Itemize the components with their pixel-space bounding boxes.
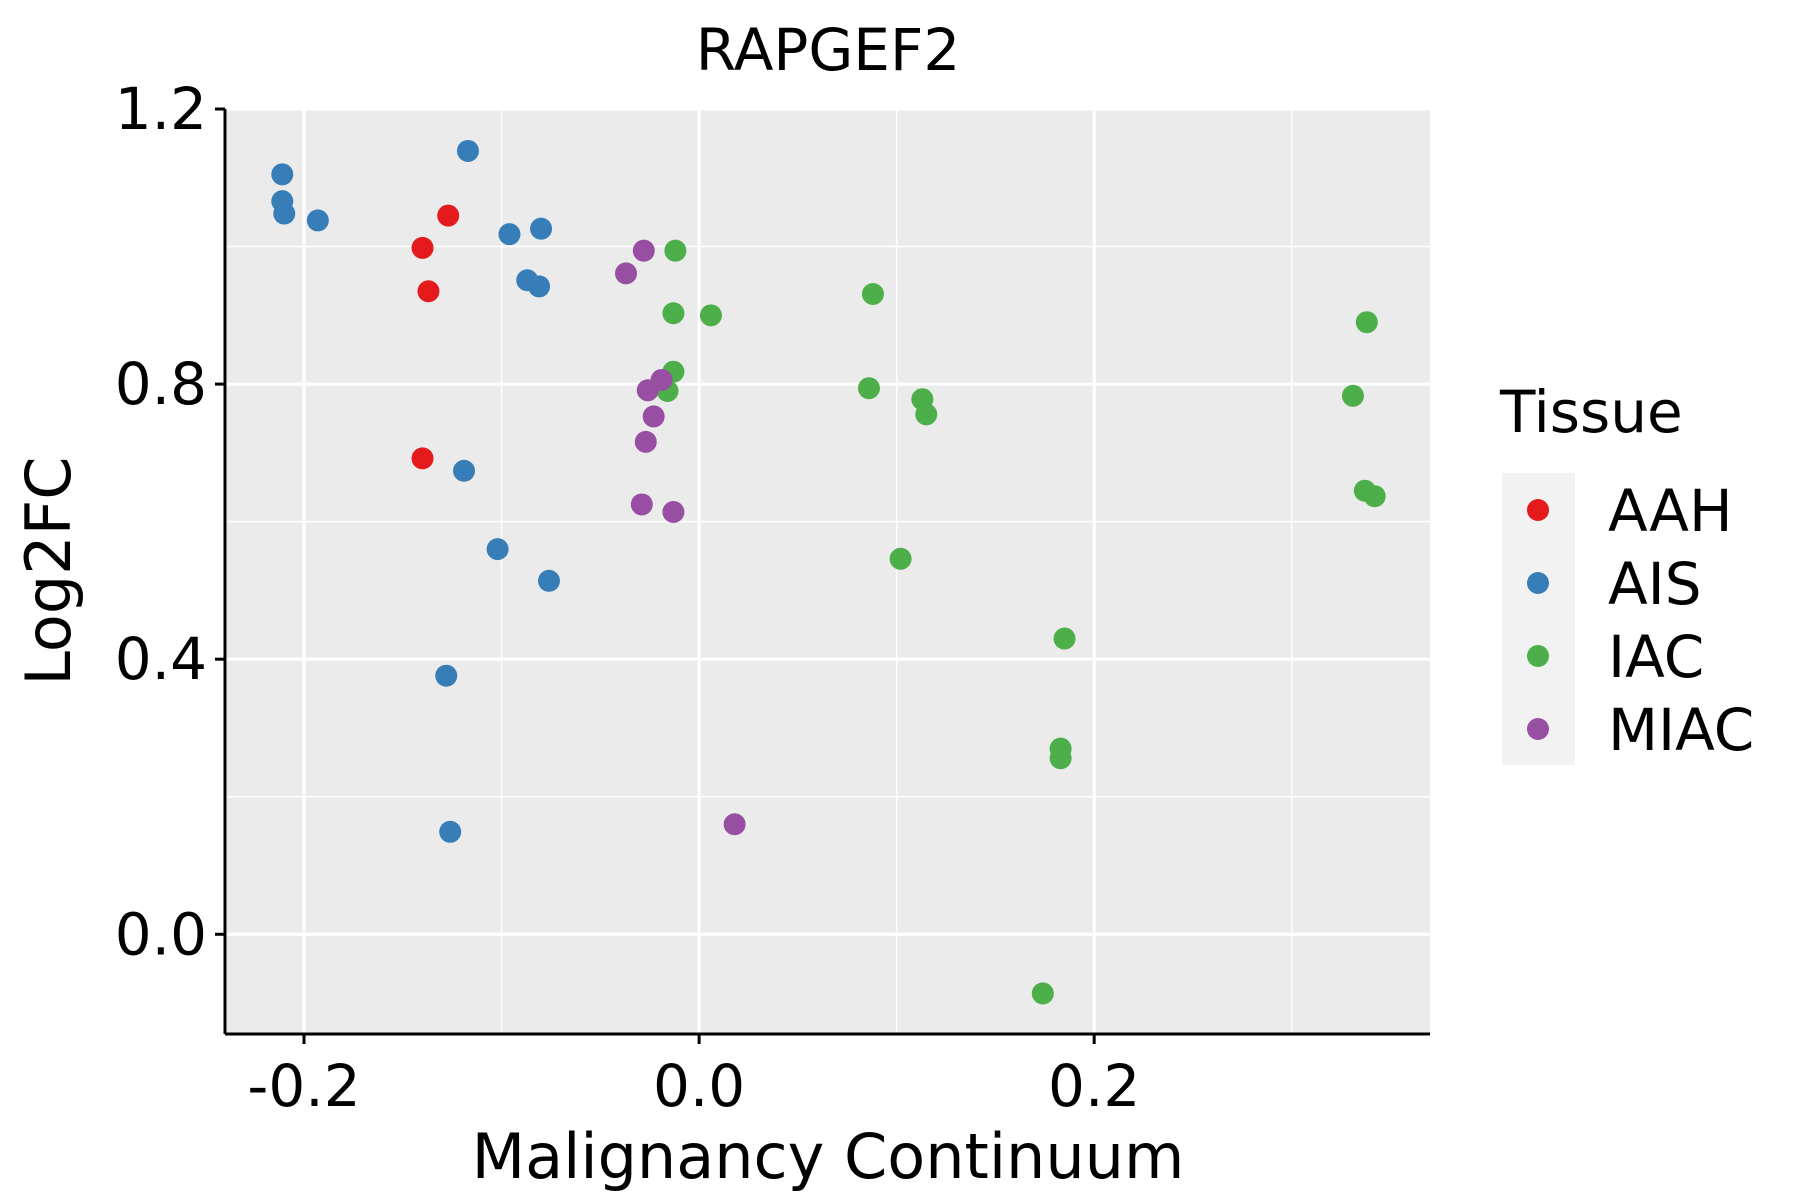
plot-panel	[225, 109, 1430, 1034]
legend-key-ais	[1527, 572, 1549, 594]
data-point-miac	[642, 405, 665, 428]
legend-key-aah	[1527, 499, 1549, 521]
legend-label-aah: AAH	[1608, 477, 1733, 545]
x-tick-label: -0.2	[247, 1052, 360, 1120]
data-point-iac	[1031, 982, 1054, 1005]
data-point-ais	[439, 820, 462, 843]
data-point-ais	[530, 217, 553, 240]
data-point-ais	[271, 163, 294, 186]
x-axis-ticks: -0.2 0.0 0.2	[247, 1034, 1140, 1120]
data-point-iac	[1053, 627, 1076, 650]
data-point-iac	[857, 377, 880, 400]
legend-label-miac: MIAC	[1608, 696, 1754, 764]
legend-key-miac	[1527, 718, 1549, 740]
data-point-iac	[1363, 485, 1386, 508]
y-tick-label: 0.0	[115, 900, 207, 968]
legend-key-iac	[1527, 645, 1549, 667]
y-axis-ticks: 0.0 0.4 0.8 1.2	[115, 75, 225, 968]
x-tick-label: 0.0	[653, 1052, 745, 1120]
data-point-miac	[615, 262, 638, 285]
y-tick-label: 0.4	[115, 625, 207, 693]
data-point-miac	[632, 239, 655, 262]
data-point-iac	[889, 547, 912, 570]
chart-title: RAPGEF2	[696, 16, 960, 84]
data-point-miac	[723, 813, 746, 836]
data-point-ais	[498, 223, 521, 246]
y-tick-label: 0.8	[115, 350, 207, 418]
data-point-aah	[411, 447, 434, 470]
data-point-miac	[634, 430, 657, 453]
data-point-ais	[486, 538, 509, 561]
data-point-ais	[273, 202, 296, 225]
data-point-aah	[417, 280, 440, 303]
data-point-ais	[453, 459, 476, 482]
data-point-miac	[662, 501, 685, 524]
data-point-miac	[636, 379, 659, 402]
data-point-iac	[861, 283, 884, 305]
legend-key-background	[1502, 473, 1575, 765]
data-point-iac	[662, 302, 685, 325]
data-point-ais	[537, 569, 560, 592]
x-tick-label: 0.2	[1048, 1052, 1140, 1120]
x-axis-label: Malignancy Continuum	[472, 1120, 1185, 1193]
data-point-iac	[664, 239, 687, 262]
data-point-iac	[1049, 747, 1072, 770]
data-point-aah	[437, 204, 460, 227]
data-points	[271, 139, 1386, 1005]
data-point-iac	[699, 304, 722, 327]
major-gridlines	[225, 107, 1430, 1034]
data-point-iac	[1355, 311, 1378, 334]
data-point-ais	[435, 664, 458, 687]
data-point-iac	[915, 403, 938, 426]
data-point-iac	[1341, 384, 1364, 407]
data-point-aah	[411, 236, 434, 259]
data-point-ais	[528, 275, 551, 298]
y-tick-label: 1.2	[115, 75, 207, 143]
data-point-ais	[306, 209, 329, 232]
data-point-ais	[456, 139, 479, 162]
legend-title: Tissue	[1499, 378, 1683, 446]
y-axis-label: Log2FC	[12, 456, 85, 685]
legend-label-iac: IAC	[1608, 623, 1704, 691]
data-point-miac	[630, 493, 653, 516]
legend-label-ais: AIS	[1608, 550, 1702, 618]
